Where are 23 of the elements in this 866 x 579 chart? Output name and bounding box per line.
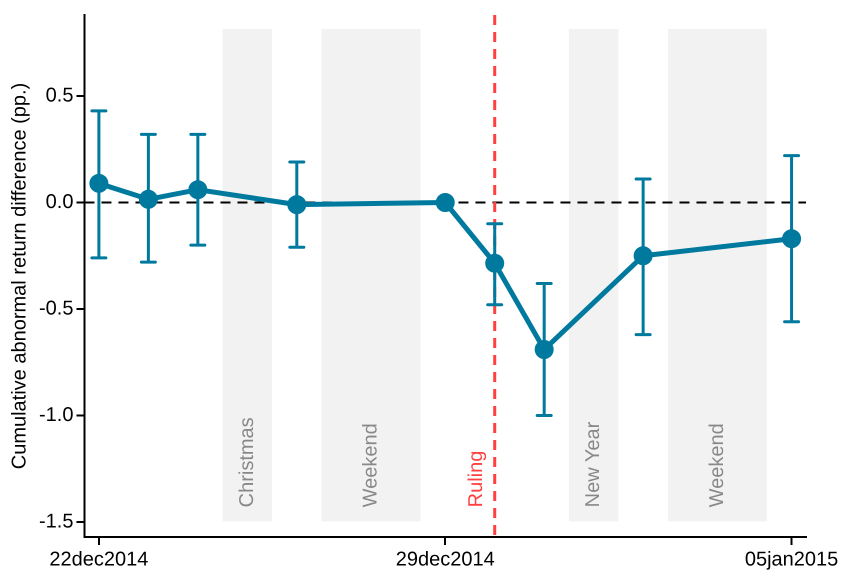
- y-tick-label: -0.5: [38, 298, 74, 320]
- point: [782, 229, 802, 248]
- point: [436, 192, 455, 212]
- point: [634, 246, 653, 266]
- y-tick-label: -1.5: [38, 510, 74, 533]
- point: [287, 195, 306, 214]
- y-tick-label: 0.5: [46, 84, 74, 106]
- y-tick-label: 0.0: [46, 191, 74, 214]
- x-tick-label: 22dec2014: [49, 548, 148, 571]
- point: [188, 180, 208, 200]
- point: [485, 254, 504, 273]
- x-tick-label: 29dec2014: [396, 548, 495, 571]
- band-label: Christmas: [236, 417, 258, 508]
- band-label: Weekend: [360, 423, 382, 508]
- band-label: Weekend: [706, 423, 728, 508]
- point: [138, 190, 158, 209]
- y-tick-label: -1.0: [38, 404, 74, 426]
- point: [534, 340, 554, 360]
- ref-line-label: Ruling: [465, 450, 488, 508]
- point: [89, 174, 108, 193]
- x-tick-label: 05jan2015: [744, 548, 838, 571]
- band-label: New Year: [582, 421, 604, 508]
- y-axis-title: Cumulative abnormal return difference (pp.): [8, 82, 31, 470]
